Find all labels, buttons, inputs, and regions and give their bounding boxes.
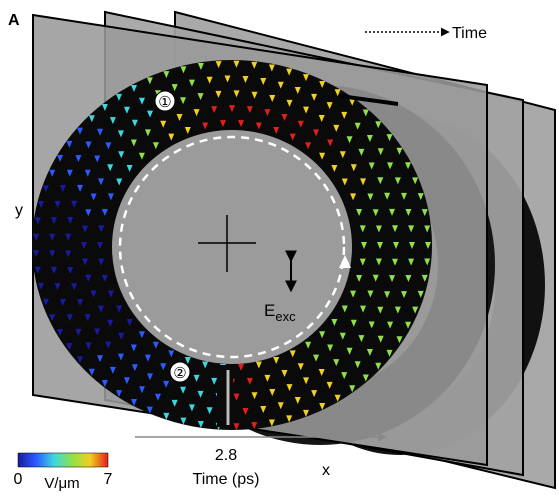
colorbar-unit: V/μm: [44, 475, 79, 492]
colorbar-min: 0: [14, 471, 23, 488]
y-label: y: [15, 202, 23, 219]
front-ring-hole: [112, 130, 352, 364]
time-value: 2.8: [215, 447, 237, 464]
colorbar: [18, 453, 108, 467]
colorbar-max: 7: [104, 471, 113, 488]
marker-1: ①: [158, 94, 171, 111]
field-label-main: E: [264, 301, 275, 320]
x-label: x: [322, 462, 330, 479]
time-label: Time (ps): [193, 471, 260, 488]
ring-gap: [217, 365, 233, 427]
marker-2: ②: [173, 365, 186, 382]
panel-label: A: [8, 12, 20, 29]
figure: A Time y x Eexc ① ② 2.8 Time (ps) 0 V/μm…: [0, 0, 559, 495]
field-label-sub: exc: [275, 309, 296, 324]
time-arrow-label: Time: [452, 25, 487, 42]
